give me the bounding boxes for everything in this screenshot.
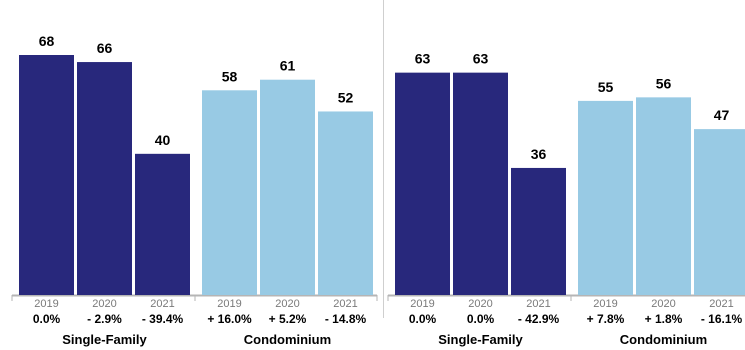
tick-label: 2019	[217, 298, 241, 310]
change-label: + 7.8%	[587, 312, 625, 326]
data-label: 58	[222, 68, 238, 84]
data-label: 63	[415, 51, 431, 67]
tick-label: 2021	[709, 298, 733, 310]
bar	[395, 72, 450, 295]
tick-label: 2019	[34, 298, 58, 310]
data-label: 55	[598, 79, 614, 95]
data-label: 68	[39, 33, 55, 49]
data-label: 56	[656, 75, 672, 91]
bar	[260, 79, 315, 296]
data-label: 47	[714, 107, 730, 123]
tick-label: 2020	[92, 298, 116, 310]
tick-label: 2019	[593, 298, 617, 310]
change-label: 0.0%	[409, 312, 437, 326]
group-label: Single-Family	[438, 332, 523, 347]
data-label: 66	[97, 40, 113, 56]
tick-label: 2021	[150, 298, 174, 310]
tick-label: 2020	[651, 298, 675, 310]
group-label: Condominium	[620, 332, 707, 347]
change-label: + 16.0%	[207, 312, 252, 326]
tick-label: 2021	[526, 298, 550, 310]
bar	[77, 62, 132, 295]
change-label: - 16.1%	[701, 312, 743, 326]
tick-label: 2021	[333, 298, 357, 310]
bar	[511, 167, 566, 295]
bar	[453, 72, 508, 295]
change-label: + 1.8%	[645, 312, 683, 326]
change-label: 0.0%	[467, 312, 495, 326]
change-label: - 42.9%	[518, 312, 560, 326]
bar	[202, 90, 257, 295]
change-label: 0.0%	[33, 312, 61, 326]
data-label: 36	[531, 146, 547, 162]
bar	[318, 111, 373, 296]
bar	[578, 100, 633, 295]
change-label: - 14.8%	[325, 312, 367, 326]
change-label: + 5.2%	[269, 312, 307, 326]
group-label: Condominium	[244, 332, 331, 347]
data-label: 40	[155, 132, 171, 148]
data-label: 63	[473, 51, 489, 67]
panel-divider	[383, 0, 384, 318]
tick-label: 2020	[275, 298, 299, 310]
tick-label: 2019	[410, 298, 434, 310]
bar	[19, 55, 74, 295]
bar	[694, 129, 745, 295]
bar	[636, 97, 691, 296]
group-label: Single-Family	[62, 332, 147, 347]
bar	[135, 153, 190, 295]
change-label: - 39.4%	[142, 312, 184, 326]
data-label: 52	[338, 89, 354, 105]
change-label: - 2.9%	[87, 312, 122, 326]
data-label: 61	[280, 58, 296, 74]
tick-label: 2020	[468, 298, 492, 310]
